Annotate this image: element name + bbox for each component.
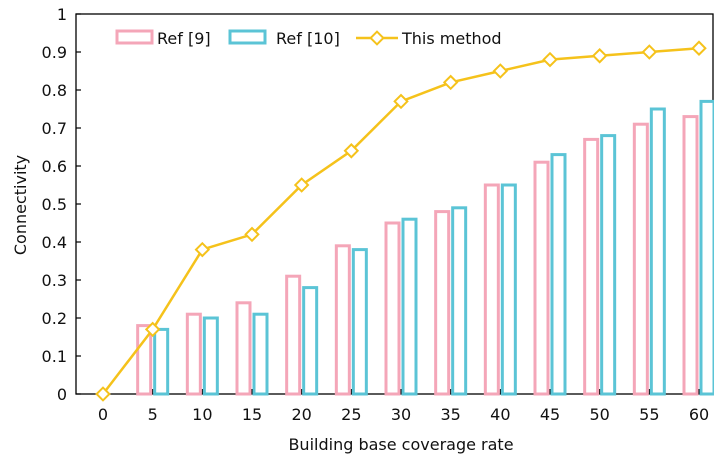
bar-ref9: [632, 122, 649, 396]
x-tick-label: 20: [291, 405, 311, 424]
bar-ref9: [682, 115, 699, 396]
y-tick-label: 0.1: [42, 347, 67, 366]
bar-ref10: [500, 183, 517, 396]
line-point-this-method: [144, 321, 161, 338]
bar-ref9: [533, 160, 550, 396]
bar-ref9: [235, 301, 252, 396]
legend-swatch-ref10: [228, 29, 267, 45]
bar-ref10: [302, 286, 319, 396]
legend-marker-this-method: [369, 30, 385, 46]
y-axis-title: Connectivity: [11, 155, 30, 255]
x-tick-label: 55: [639, 405, 659, 424]
bar-ref10: [252, 312, 269, 396]
line-point-this-method: [442, 74, 459, 91]
line-point-this-method: [591, 48, 608, 64]
bar-ref9: [583, 137, 600, 396]
line-series: [95, 40, 707, 402]
y-tick-label: 0.9: [42, 43, 67, 62]
bar-ref10: [451, 206, 468, 396]
bar-ref9: [483, 183, 500, 396]
x-tick-label: 5: [148, 405, 158, 424]
y-tick-label: 0: [57, 385, 67, 404]
line-point-this-method: [691, 40, 707, 56]
bar-ref10: [600, 134, 617, 396]
y-tick-label: 0.5: [42, 195, 67, 214]
x-axis-title: Building base coverage rate: [288, 435, 513, 454]
legend-swatch-ref9: [115, 29, 154, 45]
x-tick-label: 15: [242, 405, 262, 424]
x-tick-label: 60: [689, 405, 709, 424]
y-tick-label: 0.7: [42, 119, 67, 138]
x-tick-label: 30: [391, 405, 411, 424]
line-point-this-method: [194, 241, 211, 258]
line-point-this-method: [244, 226, 260, 243]
y-tick-label: 0.4: [42, 233, 67, 252]
x-tick-label: 35: [440, 405, 460, 424]
line-point-this-method: [95, 386, 111, 402]
bar-ref10: [202, 316, 219, 396]
bar-ref9: [285, 274, 302, 396]
line-point-this-method: [343, 143, 360, 159]
bar-ref10: [153, 327, 170, 396]
line-point-this-method: [293, 177, 310, 193]
legend-label-ref10: Ref [10]: [276, 29, 340, 48]
tick-labels: 00.10.20.30.40.50.60.70.80.910 5 10 15 20 25 3…: [42, 5, 710, 424]
y-tick-label: 0.8: [42, 81, 67, 100]
y-tick-label: 0.3: [42, 271, 67, 290]
bars: [136, 99, 714, 396]
bar-ref9: [434, 210, 451, 396]
legend: Ref [9] Ref [10] This method: [115, 29, 502, 48]
bar-ref10: [550, 153, 567, 396]
bar-ref9: [384, 221, 401, 396]
y-tick-label: 0.6: [42, 157, 67, 176]
line-point-this-method: [542, 51, 558, 68]
x-tick-label: 40: [490, 405, 510, 424]
bar-ref9: [185, 312, 202, 396]
bar-ref10: [401, 217, 418, 396]
line-point-this-method: [641, 44, 658, 60]
bar-ref10: [649, 107, 666, 396]
y-tick-label: 0.2: [42, 309, 67, 328]
x-tick-label: 50: [589, 405, 609, 424]
y-tick-label: 1: [57, 5, 67, 24]
x-tick-label: 0: [98, 405, 108, 424]
bar-ref9: [334, 244, 351, 396]
line-point-this-method: [393, 93, 409, 110]
x-tick-label: 25: [341, 405, 361, 424]
legend-label-this-method: This method: [401, 29, 502, 48]
bar-ref10: [699, 99, 714, 396]
x-tick-label: 45: [540, 405, 560, 424]
legend-label-ref9: Ref [9]: [157, 29, 211, 48]
line-point-this-method: [492, 63, 509, 79]
x-tick-label: 10: [192, 405, 212, 424]
bar-ref10: [351, 248, 368, 396]
